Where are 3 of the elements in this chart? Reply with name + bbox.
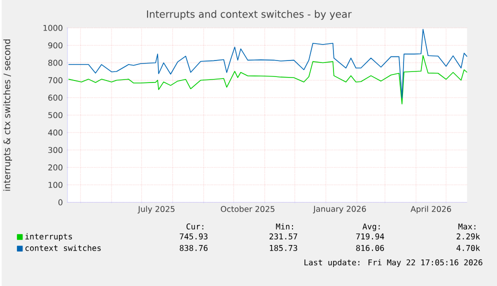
y-axis-title: interrupts & ctx switches / second bbox=[3, 39, 12, 191]
line-series bbox=[68, 55, 468, 104]
chart-title: Interrupts and context switches - by year bbox=[147, 10, 352, 20]
